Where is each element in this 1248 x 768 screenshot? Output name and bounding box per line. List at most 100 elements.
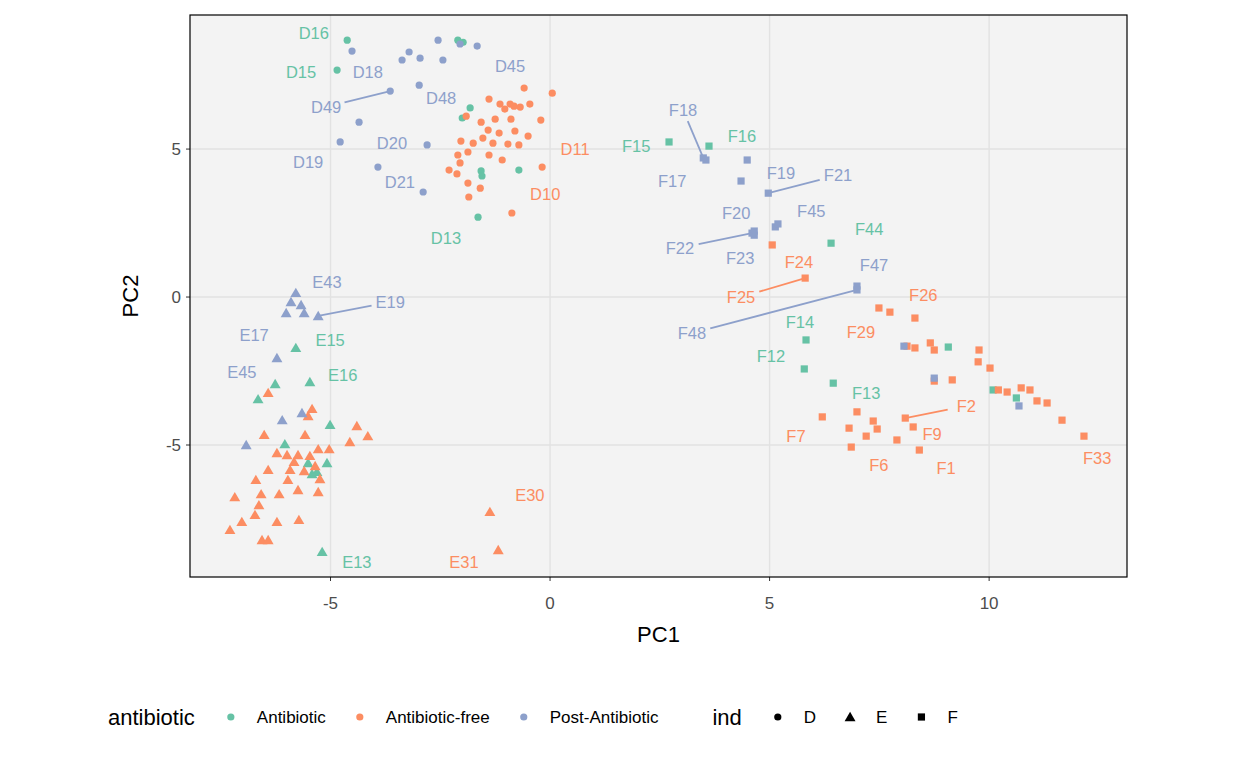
- point: [827, 240, 834, 247]
- point: [263, 388, 274, 397]
- point: [290, 288, 301, 297]
- point-label: F21: [824, 166, 852, 184]
- grid-line: [769, 15, 770, 577]
- point: [537, 116, 544, 123]
- point: [945, 343, 952, 350]
- point: [521, 84, 528, 91]
- point: [274, 489, 285, 498]
- legend-key: [774, 713, 781, 720]
- point-label: F2: [957, 397, 976, 415]
- legend-title: antibiotic: [108, 705, 195, 730]
- grid-line: [190, 444, 1127, 445]
- point: [271, 517, 282, 526]
- point: [474, 214, 481, 221]
- point: [549, 90, 556, 97]
- point-label: F22: [666, 239, 694, 257]
- point: [282, 450, 293, 459]
- point: [416, 55, 423, 62]
- point: [351, 421, 362, 430]
- point: [286, 297, 297, 306]
- point-label: F20: [722, 204, 750, 222]
- point-label: D19: [293, 153, 323, 171]
- point: [456, 159, 463, 166]
- point: [344, 37, 351, 44]
- point: [511, 127, 518, 134]
- point: [456, 40, 463, 47]
- point-label: F14: [786, 313, 814, 331]
- point: [737, 177, 744, 184]
- point-label: D13: [431, 229, 461, 247]
- legend-label: Antibiotic-free: [386, 708, 490, 727]
- point-labels: D16D15D13D11D10D18D45D48D49D19D20D21E15E…: [227, 24, 1111, 571]
- label-segment: [905, 410, 947, 418]
- point-label: F33: [1083, 449, 1111, 467]
- point-label: E17: [239, 326, 268, 344]
- point: [995, 386, 1002, 393]
- point: [1013, 394, 1020, 401]
- point-label: D45: [495, 57, 525, 75]
- point: [281, 308, 292, 317]
- point: [289, 457, 300, 466]
- point: [863, 433, 870, 440]
- point: [975, 346, 982, 353]
- point: [499, 156, 506, 163]
- point-label: F12: [757, 347, 785, 365]
- point-label: F1: [936, 459, 955, 477]
- plot-background: [190, 15, 1127, 577]
- label-segment: [318, 306, 371, 316]
- point: [489, 140, 496, 147]
- legend: antibioticAntibioticAntibiotic-freePost-…: [108, 705, 958, 730]
- point: [819, 413, 826, 420]
- legend-key: [845, 712, 856, 721]
- point: [454, 151, 461, 158]
- point: [1015, 402, 1022, 409]
- point: [493, 545, 504, 554]
- point: [874, 425, 881, 432]
- legend-label: Post-Antibiotic: [550, 708, 659, 727]
- point: [485, 95, 492, 102]
- point: [263, 535, 274, 544]
- point: [504, 140, 511, 147]
- point: [348, 48, 355, 55]
- legend-title: ind: [712, 705, 741, 730]
- point: [229, 492, 240, 501]
- point-label: E13: [342, 553, 371, 571]
- point: [315, 474, 326, 483]
- point: [1043, 399, 1050, 406]
- point: [848, 443, 855, 450]
- legend-key: [356, 713, 363, 720]
- point: [453, 170, 460, 177]
- point: [910, 423, 917, 430]
- point: [931, 375, 938, 382]
- point: [296, 300, 307, 309]
- point: [911, 344, 918, 351]
- point-label: D21: [385, 173, 415, 191]
- grid-line: [190, 296, 1127, 297]
- point: [282, 475, 293, 484]
- point: [271, 448, 282, 457]
- point: [492, 116, 499, 123]
- point: [975, 358, 982, 365]
- point: [224, 525, 235, 534]
- point-label: F18: [669, 101, 697, 119]
- point: [457, 137, 464, 144]
- legend-label: E: [876, 708, 887, 727]
- point: [916, 446, 923, 453]
- point-label: D49: [311, 98, 341, 116]
- point: [279, 439, 290, 448]
- point: [398, 56, 405, 63]
- point: [911, 314, 918, 321]
- point: [293, 515, 304, 524]
- point: [313, 487, 324, 496]
- point: [501, 106, 508, 113]
- point: [464, 148, 471, 155]
- point: [526, 100, 533, 107]
- point: [317, 547, 328, 556]
- point-label: E43: [312, 273, 341, 291]
- point: [256, 489, 267, 498]
- point: [1058, 417, 1065, 424]
- x-tick-label: 5: [765, 594, 774, 613]
- point: [416, 82, 423, 89]
- point-label: E19: [376, 293, 405, 311]
- point: [539, 164, 546, 171]
